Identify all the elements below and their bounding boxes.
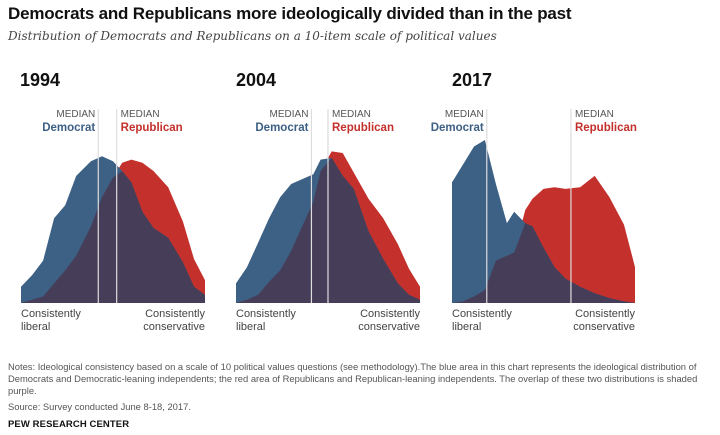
overlap-area xyxy=(452,223,635,303)
chart-panel-1994: MEDIAN Democrat MEDIAN Republican Consistent… xyxy=(21,109,205,333)
brand-logo: PEW RESEARCH CENTER xyxy=(8,419,130,430)
median-democrat-label: Democrat xyxy=(42,122,95,134)
conservative-label-line1: Consistently xyxy=(145,308,205,320)
conservative-label-line2: conservative xyxy=(143,321,205,333)
median-republican-caption: MEDIAN xyxy=(575,109,614,120)
conservative-label-line1: Consistently xyxy=(360,308,420,320)
overlap-area xyxy=(21,171,205,303)
chart-source: Source: Survey conducted June 8-18, 2017… xyxy=(8,401,191,412)
year-label-2017: 2017 xyxy=(452,70,493,90)
median-republican-label: Republican xyxy=(332,122,394,134)
liberal-label-line1: Consistently xyxy=(452,308,512,320)
median-democrat-caption: MEDIAN xyxy=(270,109,309,120)
chart-panel-2004: MEDIAN Democrat MEDIAN Republican Consistent… xyxy=(236,109,420,333)
conservative-label-line1: Consistently xyxy=(575,308,635,320)
conservative-label-line2: conservative xyxy=(573,321,635,333)
chart-title: Democrats and Republicans more ideologic… xyxy=(8,4,572,23)
median-democrat-label: Democrat xyxy=(255,122,308,134)
chart-panel-2017: MEDIAN Democrat MEDIAN Republican Consistent… xyxy=(431,109,637,333)
liberal-label-line1: Consistently xyxy=(236,308,296,320)
median-democrat-caption: MEDIAN xyxy=(445,109,484,120)
conservative-label-line2: conservative xyxy=(358,321,420,333)
year-label-2004: 2004 xyxy=(236,70,277,90)
liberal-label-line2: liberal xyxy=(452,321,481,333)
chart-subtitle: Distribution of Democrats and Republican… xyxy=(8,29,497,43)
liberal-label-line2: liberal xyxy=(236,321,265,333)
chart-notes: Notes: Ideological consistency based on … xyxy=(8,361,698,396)
median-republican-caption: MEDIAN xyxy=(332,109,371,120)
liberal-label-line2: liberal xyxy=(21,321,50,333)
liberal-label-line1: Consistently xyxy=(21,308,81,320)
median-republican-label: Republican xyxy=(575,122,637,134)
median-republican-label: Republican xyxy=(121,122,183,134)
median-democrat-caption: MEDIAN xyxy=(56,109,95,120)
median-republican-caption: MEDIAN xyxy=(121,109,160,120)
year-label-1994: 1994 xyxy=(20,70,61,90)
median-democrat-label: Democrat xyxy=(431,122,484,134)
